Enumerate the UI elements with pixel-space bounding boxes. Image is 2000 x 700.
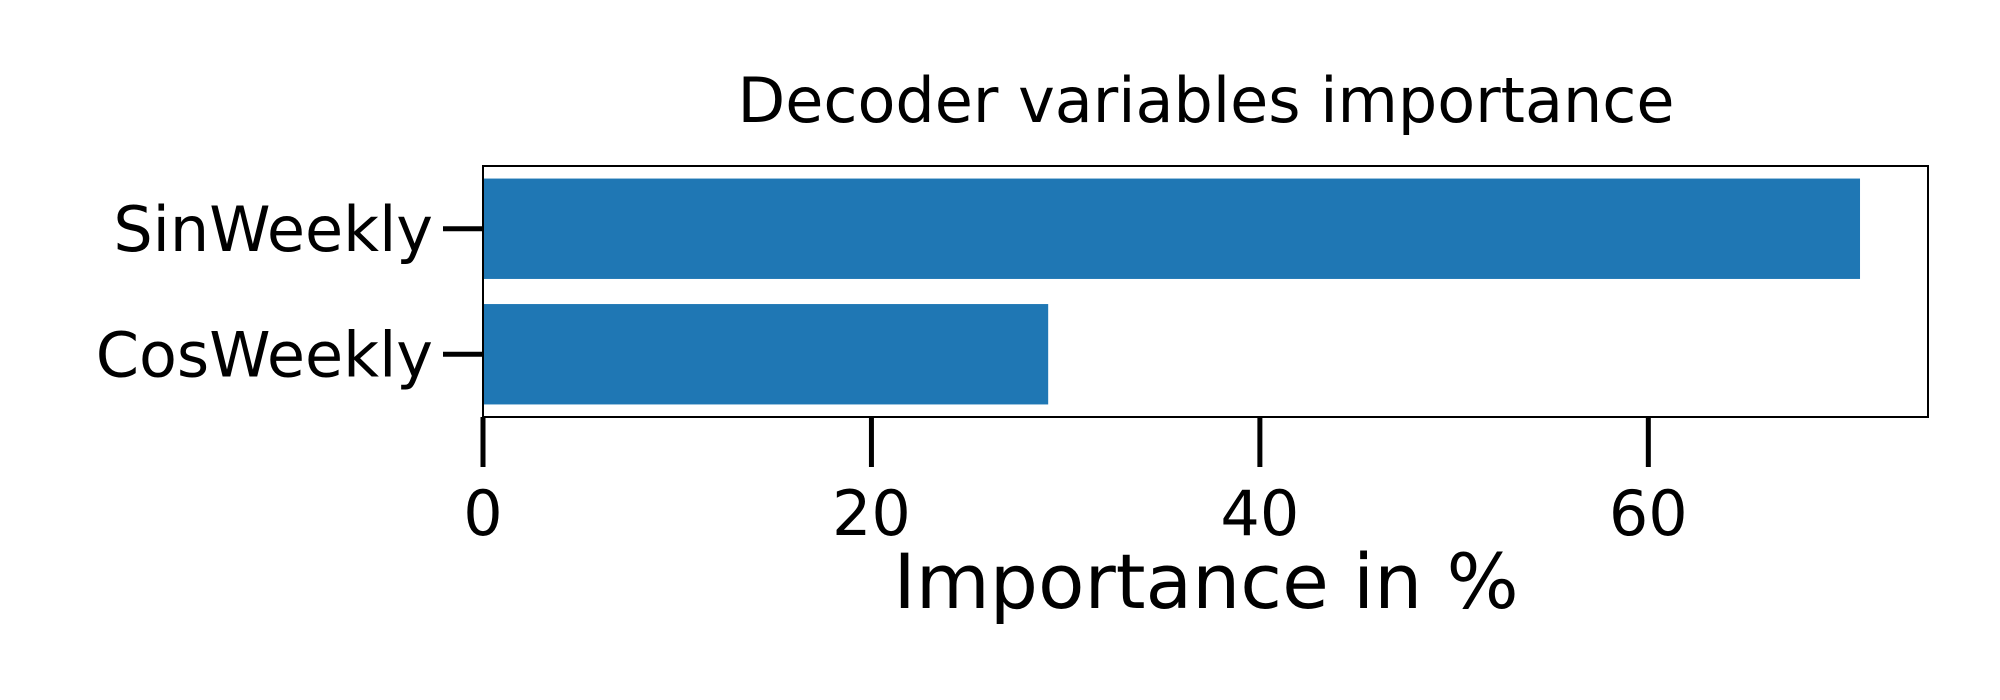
chart-title: Decoder variables importance	[738, 64, 1675, 137]
x-axis-label: Importance in %	[893, 537, 1518, 626]
x-tick-label: 20	[832, 477, 911, 550]
bar-cosweekly	[483, 304, 1049, 405]
y-tick-label: SinWeekly	[113, 193, 433, 266]
y-axis-ticks: SinWeekly CosWeekly	[96, 193, 483, 391]
x-tick-label: 40	[1220, 477, 1299, 550]
x-tick-label: 60	[1609, 477, 1688, 550]
x-tick-label: 0	[463, 477, 502, 550]
bar-sinweekly	[483, 178, 1861, 279]
x-axis-ticks: 0 20 40 60	[463, 417, 1688, 550]
y-tick-label: CosWeekly	[96, 318, 433, 391]
bars-group	[483, 178, 1861, 405]
plot-frame	[482, 165, 1929, 418]
